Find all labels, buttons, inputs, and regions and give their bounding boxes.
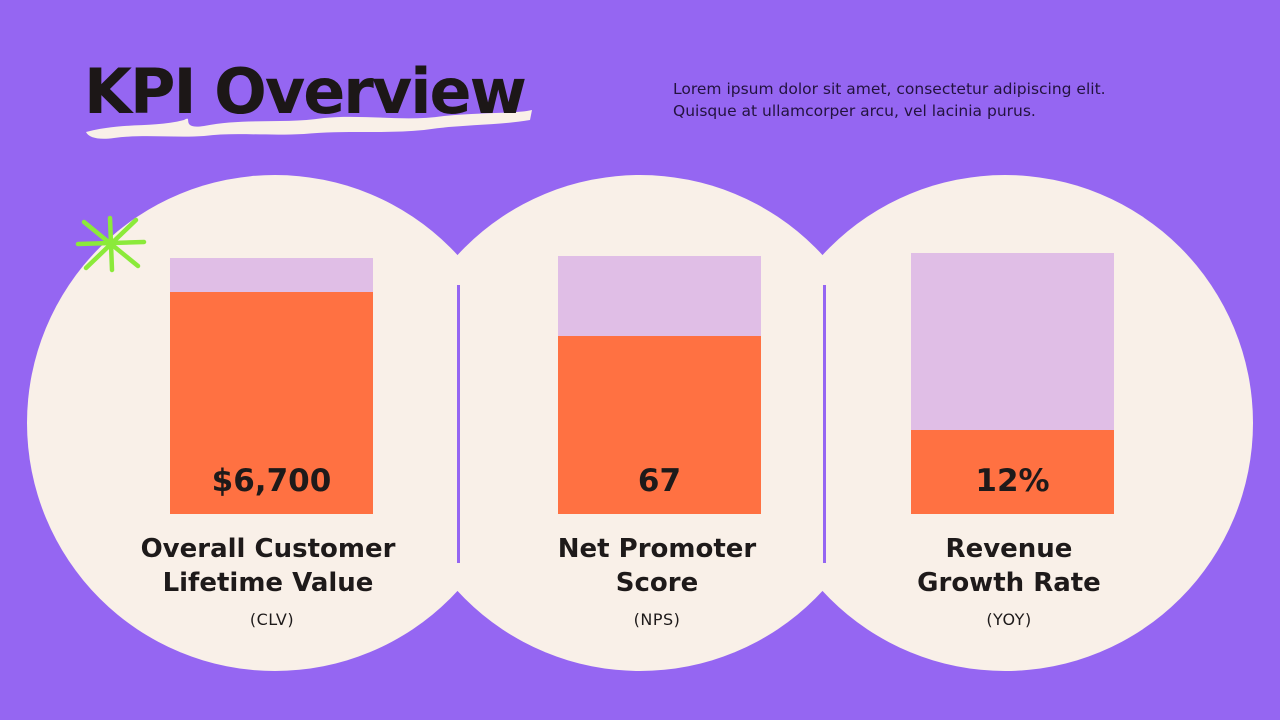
kpi-bar-nps: 67 — [558, 256, 761, 514]
divider-2 — [823, 285, 826, 563]
kpi-label-line-1: Net Promoter — [557, 534, 757, 564]
kpi-label-line-2: Growth Rate — [917, 568, 1101, 598]
page-title: KPI Overview — [84, 55, 527, 128]
subtitle: Lorem ipsum dolor sit amet, consectetur … — [673, 78, 1193, 122]
kpi-value: 12% — [975, 463, 1050, 499]
kpi-label-nps: Net Promoter Score — [487, 532, 827, 600]
kpi-value: 67 — [637, 463, 682, 499]
kpi-label-line-2: Lifetime Value — [162, 568, 374, 598]
kpi-bar-clv: $6,700 — [170, 258, 373, 514]
divider-1 — [457, 285, 460, 563]
kpi-bar-yoy: 12% — [911, 253, 1114, 514]
title-block: KPI Overview — [84, 52, 554, 142]
bar-fill — [170, 292, 373, 514]
brush-stroke-decoration — [86, 110, 532, 139]
kpi-label-line-2: Score — [615, 568, 699, 598]
subtitle-line-1: Lorem ipsum dolor sit amet, consectetur … — [673, 80, 1106, 98]
kpi-label-line-1: Revenue — [945, 534, 1073, 564]
subtitle-line-2: Quisque at ullamcorper arcu, vel lacinia… — [673, 102, 1036, 120]
kpi-abbr-yoy: (YOY) — [986, 610, 1032, 629]
kpi-value: $6,700 — [211, 463, 332, 499]
kpi-abbr-clv: (CLV) — [249, 610, 295, 629]
kpi-abbr-nps: (NPS) — [633, 610, 681, 629]
bar-fill — [911, 430, 1114, 514]
kpi-label-line-1: Overall Customer — [140, 534, 396, 564]
kpi-label-yoy: Revenue Growth Rate — [839, 532, 1179, 600]
starburst-icon — [75, 215, 147, 273]
bar-fill — [558, 336, 761, 514]
kpi-label-clv: Overall Customer Lifetime Value — [98, 532, 438, 600]
